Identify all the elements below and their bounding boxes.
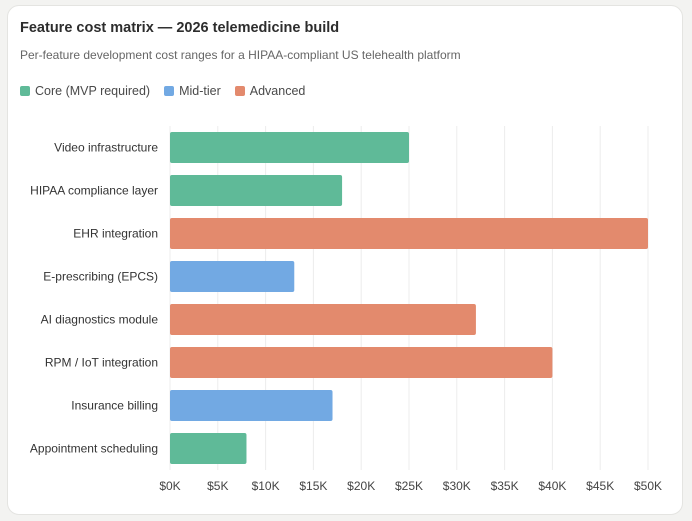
chart-card: [7, 5, 683, 515]
x-tick-label: $45K: [586, 479, 614, 493]
bar[interactable]: [170, 304, 476, 335]
bar[interactable]: [170, 390, 333, 421]
bar[interactable]: [170, 132, 409, 163]
x-tick-label: $40K: [538, 479, 566, 493]
x-tick-label: $15K: [299, 479, 327, 493]
bar[interactable]: [170, 218, 648, 249]
chart-subtitle: Per-feature development cost ranges for …: [20, 48, 461, 62]
category-label: Video infrastructure: [54, 141, 158, 155]
legend-item-advanced[interactable]: Advanced: [234, 84, 306, 98]
x-tick-labels: $0K $5K $10K $15K $20K $25K $30K $35K $40K $45K $5…: [159, 479, 662, 493]
category-label: AI diagnostics module: [41, 313, 159, 327]
x-tick-label: $0K: [159, 479, 180, 493]
legend-item-mid-tier[interactable]: Mid-tier: [164, 84, 221, 98]
chart-title: Feature cost matrix — 2026 telemedicine …: [20, 20, 340, 36]
legend-label-mid-tier: Mid-tier: [179, 84, 221, 98]
x-tick-label: $20K: [347, 479, 375, 493]
legend-swatch-core: [20, 86, 30, 96]
x-tick-label: $25K: [395, 479, 423, 493]
x-tick-label: $35K: [491, 479, 519, 493]
category-label: EHR integration: [73, 227, 158, 241]
x-tick-label: $5K: [207, 479, 228, 493]
bars: [170, 132, 648, 464]
legend-swatch-advanced: [234, 86, 245, 96]
category-labels: Video infrastructure HIPAA compliance lay…: [30, 141, 158, 456]
category-label: HIPAA compliance layer: [30, 184, 158, 198]
x-tick-label: $10K: [252, 479, 280, 493]
category-label: RPM / IoT integration: [45, 356, 158, 370]
legend-swatch-mid-tier: [164, 86, 175, 96]
category-label: Appointment scheduling: [30, 442, 158, 456]
bar[interactable]: [170, 261, 295, 292]
category-label: Insurance billing: [71, 399, 158, 413]
legend-item-core[interactable]: Core (MVP required): [20, 84, 150, 98]
legend-label-core: Core (MVP required): [35, 84, 151, 98]
legend-label-advanced: Advanced: [249, 84, 306, 98]
chart-legend: Core (MVP required) Mid-tier Advanced: [20, 84, 305, 98]
bar[interactable]: [170, 175, 343, 206]
x-tick-label: $50K: [634, 479, 662, 493]
x-tick-label: $30K: [443, 479, 471, 493]
category-label: E-prescribing (EPCS): [43, 270, 158, 284]
bar[interactable]: [170, 347, 553, 378]
bar[interactable]: [170, 433, 247, 464]
